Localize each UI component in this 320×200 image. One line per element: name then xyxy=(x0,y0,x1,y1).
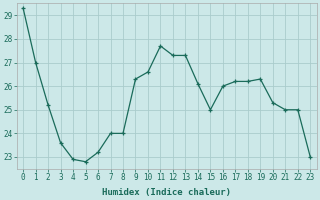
X-axis label: Humidex (Indice chaleur): Humidex (Indice chaleur) xyxy=(102,188,231,197)
